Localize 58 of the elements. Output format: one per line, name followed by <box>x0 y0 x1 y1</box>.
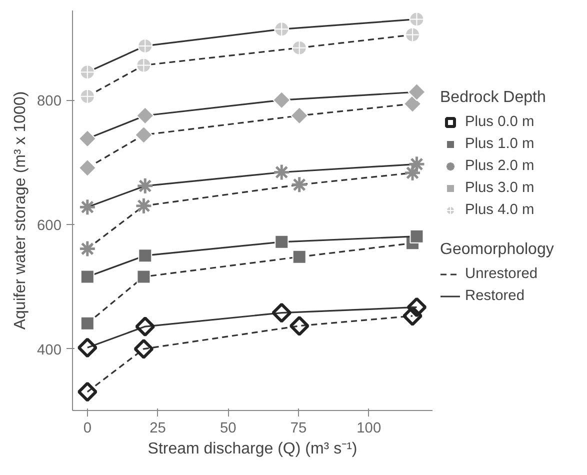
y-axis-title: Aquifer water storage (m³ x 1000) <box>12 91 30 330</box>
text: Unrestored <box>465 265 538 284</box>
point <box>80 88 95 104</box>
x-tick-label: 75 <box>290 420 307 436</box>
legend-label: Plus 0.0 m <box>465 113 534 132</box>
point <box>78 240 96 258</box>
point <box>409 12 424 27</box>
point <box>404 164 422 182</box>
y-tick-label: 600 <box>37 218 62 234</box>
point <box>404 94 422 113</box>
point <box>408 155 426 173</box>
point <box>292 250 306 264</box>
x-tick-label: 100 <box>356 420 382 436</box>
y-tick-label: 800 <box>37 94 62 110</box>
point <box>408 83 426 101</box>
point <box>78 158 96 177</box>
point <box>77 382 98 402</box>
point <box>77 338 98 358</box>
text: Bedrock Depth <box>440 89 546 106</box>
point <box>134 338 154 359</box>
point <box>80 270 94 284</box>
point <box>289 316 310 336</box>
point <box>274 234 289 249</box>
point <box>290 106 308 125</box>
point <box>138 38 153 54</box>
point <box>292 40 307 56</box>
point <box>405 27 420 42</box>
point <box>272 163 290 181</box>
x-tick-label: 50 <box>220 420 236 436</box>
point <box>136 106 154 125</box>
point <box>406 297 427 318</box>
legend-label: Plus 2.0 m <box>465 157 534 176</box>
point <box>80 316 94 330</box>
point <box>138 248 152 263</box>
y-tick-label: 400 <box>37 342 62 358</box>
text: Geomorphology <box>440 241 554 258</box>
point <box>272 302 292 323</box>
point <box>135 316 156 337</box>
point <box>78 198 96 216</box>
text: Restored <box>465 287 524 306</box>
x-tick-label: 0 <box>83 420 92 436</box>
point <box>78 130 96 148</box>
point <box>402 306 422 326</box>
legend-label: Plus 4.0 m <box>465 201 534 220</box>
legend-label: Plus 3.0 m <box>465 179 534 198</box>
point <box>136 270 151 284</box>
legend-label: Plus 1.0 m <box>465 135 534 154</box>
point <box>274 22 290 37</box>
point <box>80 64 95 80</box>
point <box>136 58 152 73</box>
point <box>272 91 291 110</box>
point <box>290 176 308 194</box>
point <box>134 126 153 144</box>
point <box>136 177 154 195</box>
x-tick-label: 25 <box>150 420 166 436</box>
x-axis-title: Stream discharge (Q) (m³ s⁻¹) <box>148 440 358 458</box>
point <box>410 229 424 244</box>
point <box>134 197 152 215</box>
